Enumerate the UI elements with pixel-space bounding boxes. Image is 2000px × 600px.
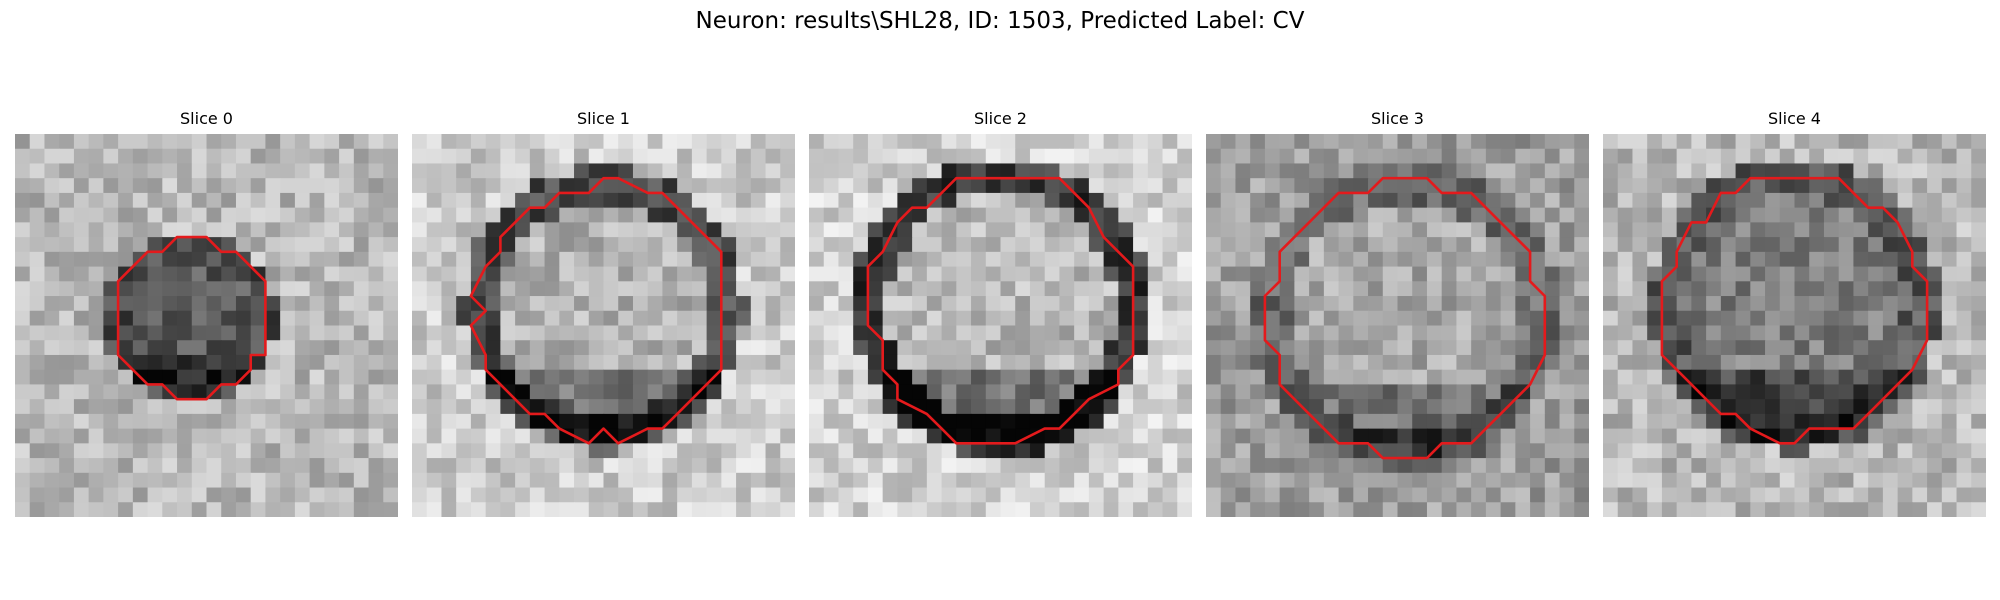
slice-title: Slice 0 xyxy=(180,109,233,128)
slice-title: Slice 2 xyxy=(974,109,1027,128)
slice-image xyxy=(1206,134,1589,517)
segmentation-contour xyxy=(469,176,723,445)
slice-image xyxy=(1603,134,1986,517)
figure-title: Neuron: results\SHL28, ID: 1503, Predict… xyxy=(695,8,1305,34)
slice-panel-4: Slice 4 xyxy=(1603,108,1986,517)
slice-panel-2: Slice 2 xyxy=(809,108,1192,517)
segmentation-contour xyxy=(116,235,267,401)
slice-panel-3: Slice 3 xyxy=(1206,108,1589,517)
segmentation-contour xyxy=(866,176,1135,445)
segmentation-contour xyxy=(1263,176,1547,460)
slice-panel-1: Slice 1 xyxy=(412,108,795,517)
slice-title: Slice 1 xyxy=(577,109,630,128)
slice-title: Slice 4 xyxy=(1768,109,1821,128)
slice-panel-0: Slice 0 xyxy=(15,108,398,517)
slice-image xyxy=(412,134,795,517)
slice-image xyxy=(15,134,398,517)
slice-title: Slice 3 xyxy=(1371,109,1424,128)
segmentation-contour xyxy=(1660,176,1929,445)
slice-image xyxy=(809,134,1192,517)
